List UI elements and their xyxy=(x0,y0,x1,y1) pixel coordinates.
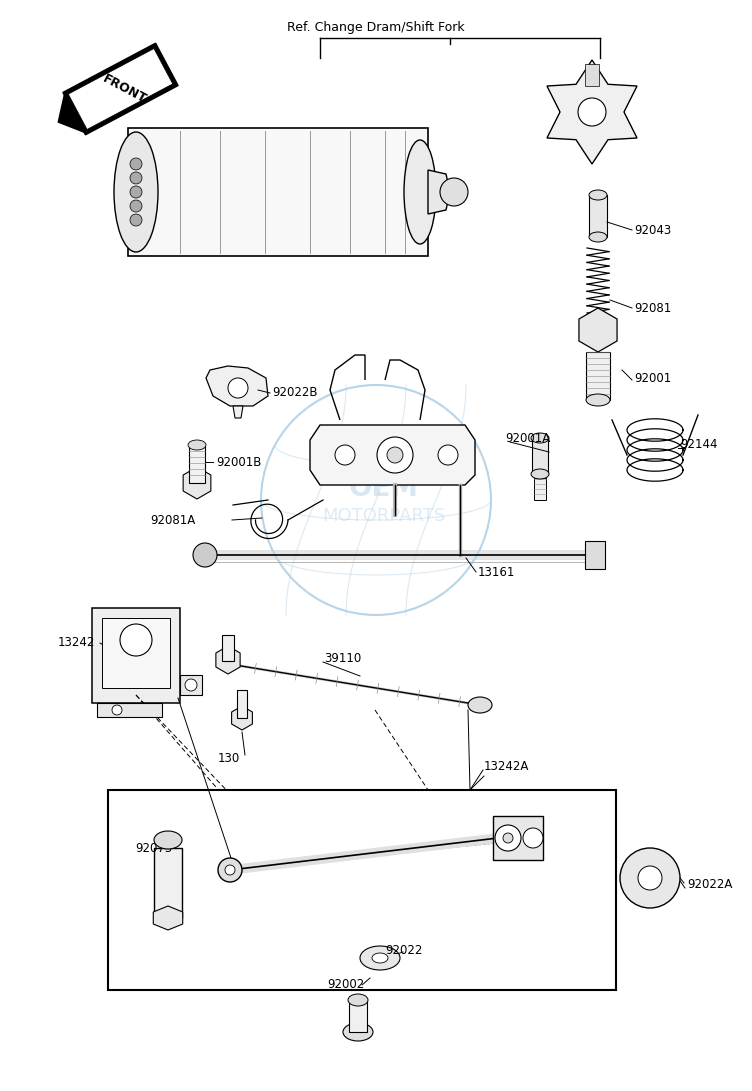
Bar xyxy=(189,445,205,483)
Circle shape xyxy=(130,200,142,212)
Polygon shape xyxy=(68,49,173,130)
Text: 39110: 39110 xyxy=(324,651,361,664)
Polygon shape xyxy=(216,646,240,674)
Bar xyxy=(222,635,234,661)
Text: 130: 130 xyxy=(218,752,240,765)
Ellipse shape xyxy=(440,178,468,206)
Text: Ref. Change Dram/Shift Fork: Ref. Change Dram/Shift Fork xyxy=(287,22,465,35)
Bar xyxy=(237,690,247,718)
Ellipse shape xyxy=(348,994,368,1006)
Bar xyxy=(102,618,170,688)
Circle shape xyxy=(523,828,543,848)
Bar xyxy=(585,541,605,570)
Ellipse shape xyxy=(360,946,400,970)
Bar xyxy=(493,816,543,860)
Text: 92022A: 92022A xyxy=(687,878,732,891)
Polygon shape xyxy=(153,906,183,930)
Polygon shape xyxy=(206,365,268,406)
Circle shape xyxy=(503,834,513,843)
Circle shape xyxy=(130,185,142,197)
Ellipse shape xyxy=(586,394,610,406)
Bar xyxy=(349,1000,367,1032)
Ellipse shape xyxy=(343,1023,373,1041)
Text: MOTORPARTS: MOTORPARTS xyxy=(323,507,446,525)
Text: FRONT: FRONT xyxy=(100,72,149,106)
Text: 92081A: 92081A xyxy=(150,514,196,527)
Bar xyxy=(108,790,616,990)
Polygon shape xyxy=(579,308,617,352)
Polygon shape xyxy=(428,170,450,214)
Text: 92002: 92002 xyxy=(327,979,364,992)
Text: 13242: 13242 xyxy=(58,636,96,649)
Ellipse shape xyxy=(114,132,158,252)
Text: 92001B: 92001B xyxy=(216,456,262,468)
Ellipse shape xyxy=(589,232,607,242)
Ellipse shape xyxy=(531,433,549,443)
Text: 13161: 13161 xyxy=(478,565,515,578)
Text: OEM: OEM xyxy=(349,473,419,502)
Text: 92144: 92144 xyxy=(680,439,717,452)
Polygon shape xyxy=(547,60,637,164)
Polygon shape xyxy=(183,467,211,499)
Circle shape xyxy=(185,679,197,691)
Polygon shape xyxy=(233,406,243,418)
Bar xyxy=(154,848,182,918)
Ellipse shape xyxy=(620,848,680,908)
Circle shape xyxy=(578,98,606,125)
Ellipse shape xyxy=(531,469,549,479)
Polygon shape xyxy=(232,706,253,730)
Circle shape xyxy=(130,172,142,184)
Circle shape xyxy=(112,705,122,715)
Ellipse shape xyxy=(218,858,242,882)
Text: 92001A: 92001A xyxy=(505,432,550,444)
Text: 92022: 92022 xyxy=(385,944,423,957)
Circle shape xyxy=(495,825,521,851)
Circle shape xyxy=(120,624,152,656)
Polygon shape xyxy=(310,425,475,485)
Circle shape xyxy=(228,377,248,398)
Ellipse shape xyxy=(638,866,662,890)
Ellipse shape xyxy=(193,543,217,567)
Ellipse shape xyxy=(188,440,206,449)
Circle shape xyxy=(438,445,458,465)
Bar xyxy=(532,437,548,473)
Text: 13242A: 13242A xyxy=(484,759,529,772)
Ellipse shape xyxy=(225,865,235,875)
Text: 92022B: 92022B xyxy=(272,386,317,399)
Text: 92043: 92043 xyxy=(634,224,672,237)
Ellipse shape xyxy=(404,140,436,244)
Bar xyxy=(180,675,202,695)
Polygon shape xyxy=(58,95,84,132)
Bar xyxy=(589,195,607,237)
Circle shape xyxy=(130,158,142,170)
Text: 92081: 92081 xyxy=(634,301,672,314)
Circle shape xyxy=(335,445,355,465)
Bar xyxy=(586,352,610,400)
Circle shape xyxy=(377,437,413,473)
Bar xyxy=(97,703,162,717)
Text: 92075: 92075 xyxy=(135,841,172,854)
Bar xyxy=(92,608,180,703)
Bar xyxy=(534,478,546,500)
Bar xyxy=(585,64,599,86)
Ellipse shape xyxy=(468,697,492,714)
Polygon shape xyxy=(63,44,178,135)
Circle shape xyxy=(387,447,403,463)
Bar xyxy=(128,128,428,256)
Ellipse shape xyxy=(589,190,607,200)
Ellipse shape xyxy=(372,954,388,963)
Ellipse shape xyxy=(154,831,182,849)
Circle shape xyxy=(130,214,142,226)
Text: 92001: 92001 xyxy=(634,372,672,384)
